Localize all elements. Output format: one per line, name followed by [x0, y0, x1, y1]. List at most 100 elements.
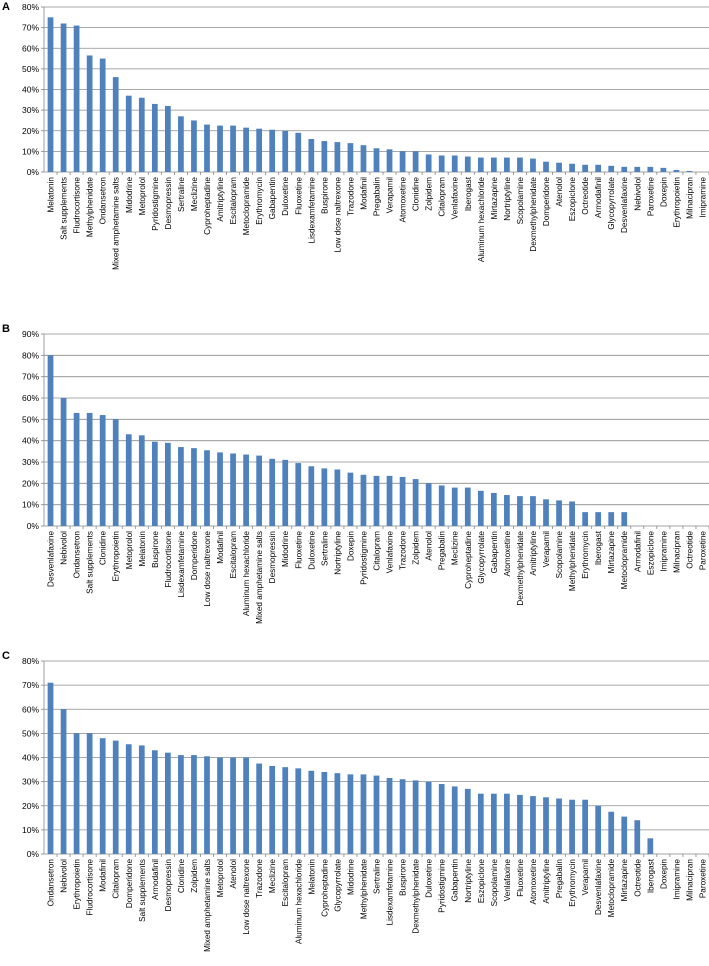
category-label: Metoprolol — [138, 177, 147, 215]
category-label: Venlafaxine — [503, 859, 512, 902]
bar — [673, 169, 680, 172]
category-label: Atomoxetine — [529, 859, 538, 905]
bar — [47, 682, 54, 854]
y-tick-label: 20% — [22, 801, 39, 811]
category-label: Buspirone — [320, 177, 329, 214]
bar — [295, 463, 302, 526]
category-label: Glycopyrrolate — [607, 177, 616, 230]
category-label: Clonidine — [412, 177, 421, 212]
bar — [386, 475, 393, 526]
category-label: Gabapentin — [268, 177, 277, 220]
bar — [556, 500, 562, 526]
category-label: Gabapentin — [490, 531, 499, 574]
bar — [308, 466, 315, 526]
bar — [73, 412, 80, 526]
y-tick-label: 70% — [22, 23, 39, 33]
category-label: Desvenlafaxine — [594, 859, 603, 915]
category-label: Verapamil — [386, 177, 395, 214]
bar — [125, 434, 132, 526]
y-tick-label: 70% — [22, 372, 39, 382]
bar — [595, 164, 602, 172]
category-label: Pyridostigmine — [151, 177, 160, 231]
bar — [269, 129, 276, 172]
bar — [504, 793, 510, 854]
category-label: Pyridostigmine — [359, 531, 368, 585]
category-label: Buspirone — [151, 531, 160, 568]
y-tick-label: 30% — [22, 457, 39, 467]
bar — [204, 124, 210, 172]
category-label: Erythropoietin — [73, 859, 82, 910]
category-label: Milnacipran — [685, 177, 694, 219]
bar — [138, 97, 145, 172]
category-label: Pregabalin — [555, 859, 564, 899]
bar — [556, 162, 562, 172]
bar — [660, 167, 667, 172]
category-label: Erythromycin — [581, 531, 590, 579]
category-label: Atomoxetine — [503, 531, 512, 577]
category-label: Metoclopramide — [607, 859, 616, 918]
category-label: Pregabalin — [438, 531, 447, 571]
bar — [582, 799, 588, 854]
category-label: Methylphenidate — [86, 177, 95, 238]
bar — [243, 757, 249, 854]
category-label: Metoprolol — [125, 531, 134, 569]
bar — [556, 798, 562, 854]
bar — [425, 483, 432, 526]
bar — [517, 157, 523, 172]
bar — [321, 141, 328, 172]
category-label: Zolpidem — [425, 177, 434, 211]
bar — [256, 455, 263, 526]
category-label: Doxepin — [659, 859, 668, 889]
panel-a: A 0% 10% 20% 30% 40% 50% 60% 70% 80% Melatonin Sal… — [2, 1, 709, 270]
y-tick-label: 90% — [22, 329, 39, 339]
bar — [347, 774, 354, 854]
category-label: Fluoxetine — [294, 177, 303, 215]
category-label: Metoclopramide — [242, 177, 251, 236]
category-label: Nebivolol — [633, 177, 642, 211]
y-tick-label: 30% — [22, 777, 39, 787]
bar — [543, 499, 549, 526]
category-label: Lisdexamfetamine — [177, 531, 186, 598]
category-label: Armodafinil — [151, 859, 160, 900]
bar — [178, 116, 184, 172]
category-label: Erythromycin — [568, 859, 577, 907]
bar — [490, 793, 497, 854]
category-label: Meclizine — [268, 859, 277, 894]
bar — [438, 155, 445, 172]
bar — [477, 793, 484, 854]
category-label: Methylphenidate — [568, 531, 577, 592]
y-tick-label: 40% — [22, 753, 39, 763]
bar — [282, 130, 289, 172]
bar — [165, 442, 171, 526]
category-label: Fluoxetine — [294, 531, 303, 569]
category-label: Fludrocortisone — [164, 531, 173, 588]
y-tick-label: 10% — [22, 825, 39, 835]
bar — [204, 756, 210, 854]
category-label: Trazodone — [399, 531, 408, 570]
category-label: Meclizine — [451, 531, 460, 566]
bar — [73, 25, 80, 172]
category-label: Salt supplements — [86, 531, 95, 594]
category-label: Atenolol — [425, 531, 434, 561]
category-label: Desmopressin — [268, 531, 277, 584]
bar — [60, 23, 67, 172]
y-tick-label: 60% — [22, 704, 39, 714]
category-label: Clonidine — [99, 531, 108, 566]
category-label: Zolpidem — [190, 859, 199, 893]
bar — [178, 447, 184, 526]
bar — [477, 490, 484, 526]
category-label: Iberogast — [464, 176, 473, 211]
category-label: Duloxetine — [425, 859, 434, 898]
y-tick-label: 10% — [22, 146, 39, 156]
bar — [490, 492, 497, 526]
category-label: Trazodone — [346, 177, 355, 216]
category-label: Atenolol — [555, 177, 564, 207]
bar — [230, 125, 236, 172]
category-label: Melatonin — [47, 177, 56, 213]
category-label: Iberogast — [646, 858, 655, 893]
bar — [582, 512, 588, 526]
bar — [386, 149, 393, 172]
bar — [412, 780, 419, 854]
category-label: Ondansetron — [47, 859, 56, 907]
